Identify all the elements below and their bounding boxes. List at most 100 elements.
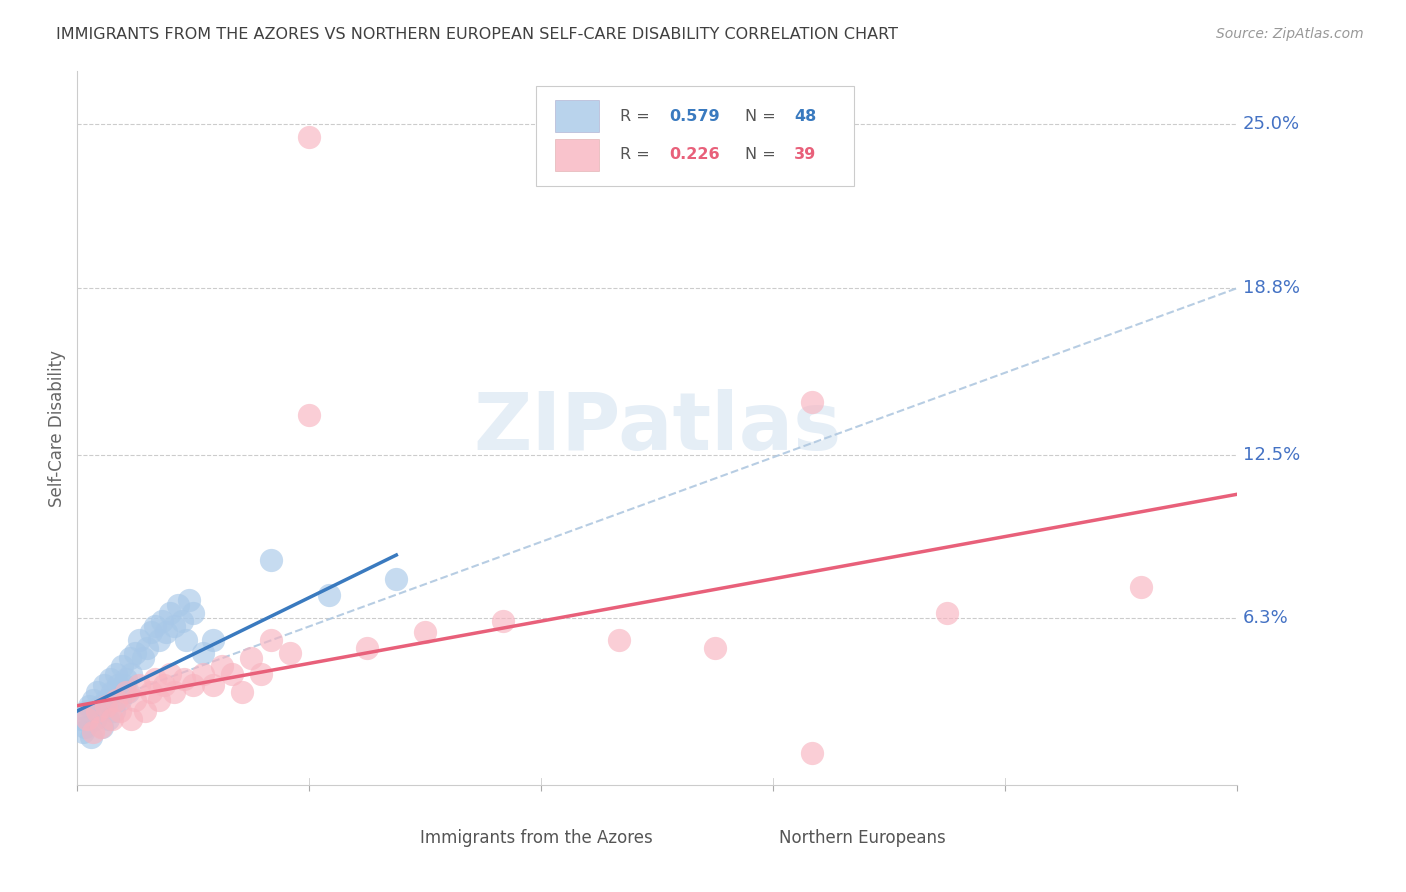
Point bbox=[148, 693, 170, 707]
Point bbox=[170, 614, 193, 628]
Point bbox=[132, 651, 155, 665]
Point bbox=[86, 685, 108, 699]
Point bbox=[179, 593, 201, 607]
Point bbox=[174, 632, 197, 647]
Point bbox=[121, 712, 143, 726]
Point bbox=[76, 712, 98, 726]
Point bbox=[108, 693, 131, 707]
Point bbox=[111, 659, 134, 673]
Text: 18.8%: 18.8% bbox=[1243, 279, 1301, 297]
Point bbox=[124, 693, 146, 707]
Text: Source: ZipAtlas.com: Source: ZipAtlas.com bbox=[1216, 27, 1364, 41]
Point bbox=[98, 672, 121, 686]
Point bbox=[101, 685, 124, 699]
Text: N =: N = bbox=[745, 109, 782, 124]
Point bbox=[121, 667, 143, 681]
Point bbox=[136, 640, 159, 655]
Text: 0.579: 0.579 bbox=[669, 109, 720, 124]
FancyBboxPatch shape bbox=[536, 86, 855, 186]
Point bbox=[385, 572, 408, 586]
Point bbox=[80, 731, 103, 745]
Point bbox=[128, 632, 150, 647]
Point bbox=[298, 408, 321, 422]
Point bbox=[183, 677, 205, 691]
Y-axis label: Self-Care Disability: Self-Care Disability bbox=[48, 350, 66, 507]
Point bbox=[83, 712, 105, 726]
FancyBboxPatch shape bbox=[380, 822, 408, 853]
Point bbox=[183, 606, 205, 620]
Point bbox=[153, 677, 176, 691]
Point bbox=[260, 553, 283, 567]
Text: R =: R = bbox=[620, 109, 655, 124]
Point bbox=[163, 685, 186, 699]
Point bbox=[76, 704, 98, 718]
Point bbox=[143, 619, 166, 633]
Text: 48: 48 bbox=[794, 109, 817, 124]
Point bbox=[201, 677, 224, 691]
Point bbox=[105, 667, 127, 681]
Text: 6.3%: 6.3% bbox=[1243, 609, 1289, 627]
Point bbox=[108, 704, 131, 718]
Point bbox=[704, 640, 727, 655]
Point bbox=[103, 704, 125, 718]
Text: ZIPatlas: ZIPatlas bbox=[474, 389, 841, 467]
Point bbox=[134, 704, 156, 718]
Point bbox=[159, 606, 181, 620]
Point bbox=[166, 599, 188, 613]
FancyBboxPatch shape bbox=[555, 100, 599, 132]
FancyBboxPatch shape bbox=[555, 139, 599, 171]
Point bbox=[118, 651, 141, 665]
Point bbox=[86, 704, 108, 718]
Point bbox=[152, 614, 174, 628]
Point bbox=[77, 698, 100, 713]
Point bbox=[97, 712, 120, 726]
Point bbox=[211, 659, 233, 673]
Point bbox=[91, 720, 114, 734]
Point bbox=[356, 640, 378, 655]
Point bbox=[82, 693, 104, 707]
Point bbox=[191, 646, 214, 660]
Text: Immigrants from the Azores: Immigrants from the Azores bbox=[419, 829, 652, 847]
Point bbox=[492, 614, 515, 628]
Point bbox=[201, 632, 224, 647]
Text: N =: N = bbox=[745, 147, 782, 162]
Point bbox=[1129, 580, 1152, 594]
Text: R =: R = bbox=[620, 147, 655, 162]
Point bbox=[607, 632, 630, 647]
Point bbox=[96, 698, 118, 713]
Point bbox=[191, 667, 214, 681]
Point bbox=[260, 632, 283, 647]
Point bbox=[163, 619, 186, 633]
FancyBboxPatch shape bbox=[738, 822, 768, 853]
Point bbox=[112, 677, 135, 691]
Point bbox=[250, 667, 273, 681]
Point bbox=[87, 704, 110, 718]
Point bbox=[124, 646, 146, 660]
Point bbox=[90, 698, 111, 713]
Point bbox=[173, 672, 195, 686]
Text: 25.0%: 25.0% bbox=[1243, 115, 1301, 133]
Point bbox=[82, 725, 104, 739]
Point bbox=[139, 624, 162, 639]
Text: 0.226: 0.226 bbox=[669, 147, 720, 162]
Point bbox=[159, 667, 181, 681]
Point bbox=[96, 693, 118, 707]
Point bbox=[128, 677, 150, 691]
Point bbox=[93, 677, 115, 691]
Point bbox=[143, 672, 166, 686]
Point bbox=[231, 685, 253, 699]
Point bbox=[801, 746, 824, 760]
Point bbox=[117, 685, 139, 699]
Point bbox=[90, 720, 111, 734]
Point bbox=[114, 685, 136, 699]
Point bbox=[936, 606, 959, 620]
Point bbox=[240, 651, 263, 665]
Point bbox=[75, 720, 96, 734]
Point bbox=[107, 677, 129, 691]
Point bbox=[101, 712, 124, 726]
Text: IMMIGRANTS FROM THE AZORES VS NORTHERN EUROPEAN SELF-CARE DISABILITY CORRELATION: IMMIGRANTS FROM THE AZORES VS NORTHERN E… bbox=[56, 27, 898, 42]
Point bbox=[70, 712, 93, 726]
Point bbox=[298, 130, 321, 145]
Point bbox=[801, 394, 824, 409]
Text: 12.5%: 12.5% bbox=[1243, 446, 1301, 464]
